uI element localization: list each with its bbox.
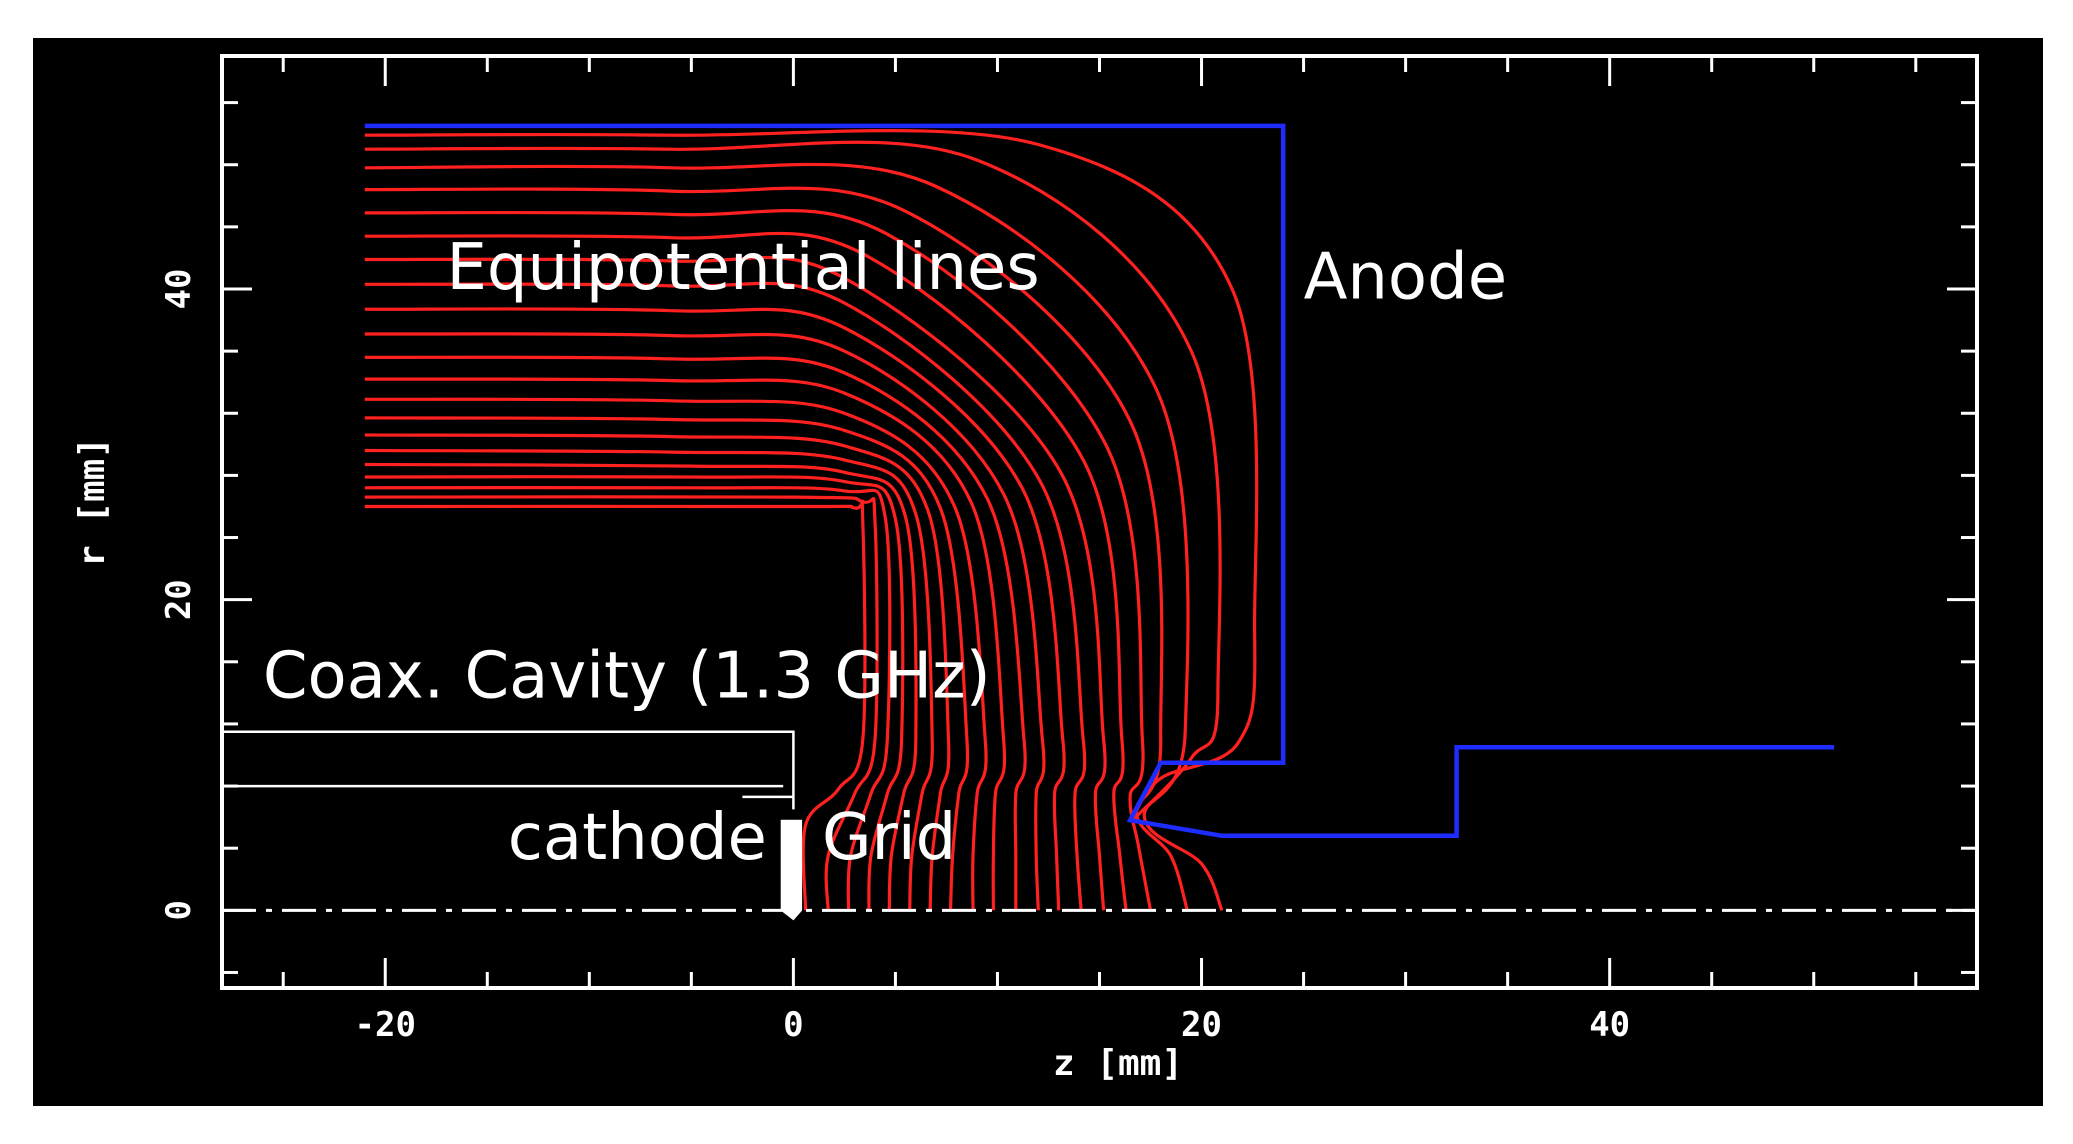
equipotential-line-21 [364,129,1259,820]
equipotential-line-13 [364,307,1066,911]
equipotential-line-7 [364,433,951,911]
y-tick-label-0: 0 [159,900,199,920]
annotations: Equipotential lines Anode Coax. Cavity (1.… [263,231,1507,875]
annotation-4: Grid [822,801,956,875]
annotation-2: Coax. Cavity (1.3 GHz) [263,640,991,714]
annotation-3: cathode [508,801,767,875]
y-tick-label-2: 40 [159,269,199,310]
equipotential-line-15 [364,255,1107,911]
annotation-1: Anode [1304,240,1508,314]
equipotential-lines [364,129,1259,911]
equipotential-line-10 [364,377,1007,911]
cathode-tip [780,819,803,921]
y-axis-title: r [mm] [72,437,113,567]
x-axis-title: z [mm] [1053,1043,1183,1084]
equipotential-line-1 [364,499,867,911]
equipotential-line-2 [364,495,879,911]
axis-ticks [222,56,1977,988]
equipotential-line-8 [364,416,970,911]
equipotential-line-11 [364,355,1027,911]
equipotential-line-9 [364,397,988,911]
y-tick-label-1: 20 [159,579,199,620]
equipotential-line-5 [364,462,918,911]
equipotential-line-6 [364,448,934,911]
equipotential-line-4 [364,475,905,911]
annotation-0: Equipotential lines [446,231,1039,305]
equipotential-line-19 [364,162,1224,911]
figure-background [33,38,2043,1106]
x-tick-label-2: 20 [1181,1005,1222,1045]
tick-labels: -20 0 20 40 0 20 40 [159,269,1630,1045]
equipotential-line-16 [364,231,1128,911]
equipotential-line-20 [364,140,1222,820]
equipotential-line-14 [364,281,1087,911]
anode-outline [364,123,1835,839]
equipotential-line-17 [364,209,1153,911]
equipotential-line-3 [364,485,892,911]
equipotential-line-12 [364,332,1046,911]
x-tick-label-3: 40 [1589,1005,1630,1045]
electrode-structure [222,123,1977,921]
x-tick-label-0: -20 [355,1005,416,1045]
cavity-line-1 [222,730,795,810]
x-tick-label-1: 0 [783,1005,803,1045]
